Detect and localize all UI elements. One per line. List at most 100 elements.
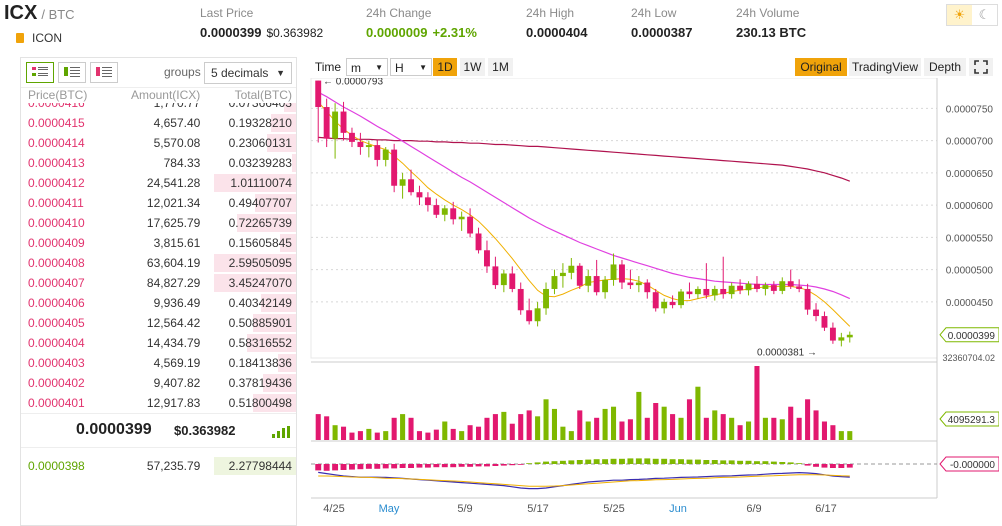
order-total: 0.40342149: [228, 296, 292, 310]
hour-select[interactable]: H ▼: [390, 58, 432, 76]
macd-hist-bar: [829, 464, 836, 468]
ask-row[interactable]: 0.0000415 4,657.40 0.19328210: [21, 113, 296, 133]
coin-bag-icon: [16, 33, 24, 43]
depth-bar: [236, 214, 296, 232]
ask-row[interactable]: 0.0000405 12,564.42 0.50885901: [21, 313, 296, 333]
volume-bar: [501, 411, 507, 440]
macd-hist-bar: [492, 464, 499, 466]
macd-hist-bar: [526, 463, 533, 464]
ask-row[interactable]: 0.0000413 784.33 0.03239283: [21, 153, 296, 173]
volume-bar: [619, 421, 625, 440]
macd-hist-bar: [610, 458, 617, 464]
candle-body: [610, 264, 617, 280]
book-both-mode-button[interactable]: [26, 62, 54, 83]
candle-body: [678, 291, 684, 306]
ask-row[interactable]: 0.0000414 5,570.08 0.23060131: [21, 133, 296, 153]
macd-hist-bar: [391, 464, 398, 469]
sun-icon[interactable]: ☀: [947, 5, 972, 25]
volume-bar: [636, 391, 642, 440]
volume-bar: [703, 417, 709, 440]
macd-hist-bar: [813, 464, 819, 467]
order-amount: 9,407.82: [153, 376, 201, 390]
order-price: 0.0000406: [28, 296, 85, 310]
candle-body: [467, 216, 474, 234]
order-price: 0.0000402: [28, 376, 85, 390]
price-chart-panel: Time m ▼ H ▼ 1D 1W 1M Original TradingView…: [309, 56, 999, 526]
macd-hist-bar: [821, 464, 828, 468]
candle-body: [382, 149, 389, 160]
macd-hist-bar: [694, 459, 701, 464]
ask-row[interactable]: 0.0000407 84,827.29 3.45247070: [21, 273, 296, 293]
view-original-button[interactable]: Original: [795, 58, 847, 76]
ma-short-line: [317, 101, 851, 327]
order-total: 0.18413836: [228, 356, 292, 370]
order-price: 0.0000408: [28, 256, 85, 270]
col-price: Price(BTC): [28, 88, 88, 102]
candle-body: [424, 197, 431, 206]
ask-row[interactable]: 0.0000406 9,936.49 0.40342149: [21, 293, 296, 313]
volume-bar: [661, 406, 667, 440]
period-1m-button[interactable]: 1M: [488, 58, 513, 76]
y-tick-label: 0.0000750: [946, 104, 994, 115]
candlestick-chart[interactable]: 0.0000750 0.0000700 0.0000650 0.0000600 0.00…: [309, 78, 999, 526]
period-1w-button[interactable]: 1W: [460, 58, 485, 76]
volume-bar: [670, 414, 676, 440]
view-depth-button[interactable]: Depth: [924, 58, 966, 76]
ask-row[interactable]: 0.0000409 3,815.61 0.15605845: [21, 233, 296, 253]
ask-row[interactable]: 0.0000404 14,434.79 0.58316552: [21, 333, 296, 353]
volume-bar: [788, 406, 794, 440]
pair-quote: / BTC: [41, 7, 75, 22]
volume-bar: [357, 431, 363, 440]
ask-row[interactable]: 0.0000408 63,604.19 2.59505095: [21, 253, 296, 273]
ask-row[interactable]: 0.0000402 9,407.82 0.37819436: [21, 373, 296, 393]
stat-value: 0.0000387: [631, 25, 693, 40]
volume-bar: [838, 431, 844, 440]
candle-body: [349, 132, 355, 142]
book-asks-mode-button[interactable]: [90, 62, 118, 83]
macd-hist-bar: [711, 460, 718, 464]
candle-body: [399, 179, 406, 186]
macd-hist-bar: [576, 460, 583, 464]
ask-row[interactable]: 0.0000411 12,021.34 0.49407707: [21, 193, 296, 213]
stat-label: 24h Change: [366, 6, 432, 20]
candle-body: [661, 301, 668, 309]
book-bids-mode-button[interactable]: [58, 62, 86, 83]
ask-row[interactable]: 0.0000412 24,541.28 1.01110074: [21, 173, 296, 193]
decimals-select[interactable]: 5 decimals ▼: [204, 62, 292, 84]
bid-row[interactable]: 0.0000398 57,235.79 2.27798444: [21, 456, 296, 476]
depth-bar: [271, 114, 296, 132]
period-1d-button[interactable]: 1D: [433, 58, 457, 76]
order-total: 0.51800498: [228, 396, 292, 410]
coin-name-row: ICON: [16, 31, 62, 45]
ask-row[interactable]: 0.0000416 1,770.77 0.07366403: [21, 103, 296, 113]
macd-hist-bar: [517, 464, 524, 465]
volume-bar: [712, 410, 718, 440]
minute-select[interactable]: m ▼: [346, 58, 388, 76]
macd-hist-bar: [357, 464, 364, 470]
macd-hist-bar: [846, 464, 853, 468]
candle-body: [492, 266, 499, 286]
candle-body: [644, 282, 651, 293]
groups-label: groups: [164, 65, 201, 79]
candle-body: [568, 265, 575, 273]
ask-row[interactable]: 0.0000401 12,917.83 0.51800498: [21, 393, 296, 413]
view-tradingview-button[interactable]: TradingView: [849, 58, 921, 76]
ask-row[interactable]: 0.0000403 4,569.19 0.18413836: [21, 353, 296, 373]
volume-bar: [467, 425, 473, 440]
theme-toggle[interactable]: ☀ ☾: [946, 4, 998, 26]
macd-hist-bar: [652, 458, 659, 464]
order-price: 0.0000416: [28, 103, 85, 110]
volume-bar: [324, 416, 330, 440]
x-tick-label: 4/25: [323, 503, 344, 515]
candle-body: [686, 291, 693, 295]
candle-body: [517, 288, 524, 311]
expand-icon[interactable]: [969, 58, 993, 76]
order-price: 0.0000409: [28, 236, 85, 250]
order-total: 0.15605845: [228, 236, 292, 250]
order-amount: 9,936.49: [153, 296, 201, 310]
ask-row[interactable]: 0.0000410 17,625.79 0.72265739: [21, 213, 296, 233]
candle-body: [323, 107, 330, 139]
volume-bar: [813, 410, 819, 440]
moon-icon[interactable]: ☾: [978, 7, 991, 22]
volume-bar: [366, 428, 372, 440]
